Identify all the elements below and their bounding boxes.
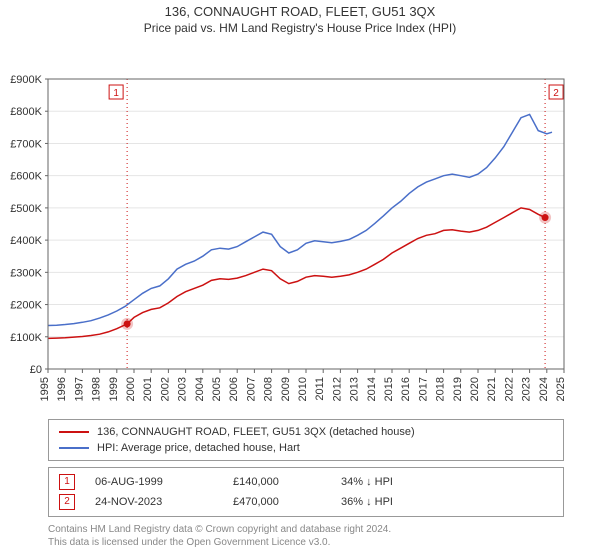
svg-text:2002: 2002 bbox=[159, 377, 171, 401]
svg-text:£900K: £900K bbox=[10, 74, 42, 86]
chart-area: £0 £100K £200K £300K £400K £500K £600K £700K £80… bbox=[0, 35, 600, 415]
svg-text:2003: 2003 bbox=[177, 377, 189, 401]
svg-text:1998: 1998 bbox=[91, 377, 103, 401]
svg-text:2001: 2001 bbox=[142, 377, 154, 401]
transaction-row: 2 24-NOV-2023 £470,000 36% ↓ HPI bbox=[59, 492, 553, 512]
svg-text:2012: 2012 bbox=[331, 377, 343, 401]
svg-text:2025: 2025 bbox=[555, 377, 567, 401]
svg-text:2011: 2011 bbox=[314, 377, 326, 401]
transaction-delta: 36% ↓ HPI bbox=[341, 496, 461, 508]
svg-text:2015: 2015 bbox=[383, 377, 395, 401]
legend-label: HPI: Average price, detached house, Hart bbox=[97, 442, 300, 454]
svg-text:2004: 2004 bbox=[194, 377, 206, 401]
svg-text:2007: 2007 bbox=[245, 377, 257, 401]
svg-text:2008: 2008 bbox=[263, 377, 275, 401]
svg-text:2020: 2020 bbox=[469, 377, 481, 401]
chart-container: 136, CONNAUGHT ROAD, FLEET, GU51 3QX Pri… bbox=[0, 0, 600, 560]
svg-text:2: 2 bbox=[553, 88, 559, 99]
svg-text:2009: 2009 bbox=[280, 377, 292, 401]
footer-line-2: This data is licensed under the Open Gov… bbox=[48, 536, 564, 549]
transaction-date: 06-AUG-1999 bbox=[95, 476, 225, 488]
legend-row: HPI: Average price, detached house, Hart bbox=[59, 440, 553, 456]
chart-title: 136, CONNAUGHT ROAD, FLEET, GU51 3QX bbox=[0, 4, 600, 19]
svg-text:2006: 2006 bbox=[228, 377, 240, 401]
svg-text:£100K: £100K bbox=[10, 332, 42, 344]
transaction-price: £140,000 bbox=[233, 476, 333, 488]
svg-text:2010: 2010 bbox=[297, 377, 309, 401]
svg-text:2017: 2017 bbox=[417, 377, 429, 401]
svg-text:2023: 2023 bbox=[521, 377, 533, 401]
svg-text:1995: 1995 bbox=[39, 377, 51, 401]
svg-text:1997: 1997 bbox=[73, 377, 85, 401]
svg-text:2016: 2016 bbox=[400, 377, 412, 401]
transactions-panel: 1 06-AUG-1999 £140,000 34% ↓ HPI 2 24-NOV-202… bbox=[48, 467, 564, 517]
svg-text:2024: 2024 bbox=[538, 377, 550, 401]
svg-text:2021: 2021 bbox=[486, 377, 498, 401]
svg-text:1: 1 bbox=[113, 88, 119, 99]
legend-label: 136, CONNAUGHT ROAD, FLEET, GU51 3QX (de… bbox=[97, 426, 415, 438]
svg-text:£200K: £200K bbox=[10, 300, 42, 312]
svg-text:£600K: £600K bbox=[10, 171, 42, 183]
chart-svg: £0 £100K £200K £300K £400K £500K £600K £700K £80… bbox=[0, 35, 600, 415]
svg-text:2005: 2005 bbox=[211, 377, 223, 401]
svg-text:2019: 2019 bbox=[452, 377, 464, 401]
chart-subtitle: Price paid vs. HM Land Registry's House … bbox=[0, 21, 600, 35]
legend-swatch bbox=[59, 447, 89, 449]
transaction-marker: 1 bbox=[59, 474, 75, 490]
transaction-delta: 34% ↓ HPI bbox=[341, 476, 461, 488]
legend-panel: 136, CONNAUGHT ROAD, FLEET, GU51 3QX (de… bbox=[48, 419, 564, 461]
svg-text:£400K: £400K bbox=[10, 235, 42, 247]
svg-text:2022: 2022 bbox=[503, 377, 515, 401]
footer-line-1: Contains HM Land Registry data © Crown c… bbox=[48, 523, 564, 536]
footer: Contains HM Land Registry data © Crown c… bbox=[48, 523, 564, 549]
svg-text:2000: 2000 bbox=[125, 377, 137, 401]
title-block: 136, CONNAUGHT ROAD, FLEET, GU51 3QX Pri… bbox=[0, 0, 600, 35]
svg-text:1996: 1996 bbox=[56, 377, 68, 401]
svg-text:£500K: £500K bbox=[10, 203, 42, 215]
legend-row: 136, CONNAUGHT ROAD, FLEET, GU51 3QX (de… bbox=[59, 424, 553, 440]
svg-text:£700K: £700K bbox=[10, 138, 42, 150]
svg-text:£300K: £300K bbox=[10, 267, 42, 279]
svg-text:2018: 2018 bbox=[435, 377, 447, 401]
svg-text:£800K: £800K bbox=[10, 106, 42, 118]
svg-text:1999: 1999 bbox=[108, 377, 120, 401]
svg-text:£0: £0 bbox=[30, 364, 42, 376]
legend-swatch bbox=[59, 431, 89, 433]
transaction-date: 24-NOV-2023 bbox=[95, 496, 225, 508]
svg-text:2013: 2013 bbox=[349, 377, 361, 401]
transaction-price: £470,000 bbox=[233, 496, 333, 508]
svg-text:2014: 2014 bbox=[366, 377, 378, 401]
transaction-row: 1 06-AUG-1999 £140,000 34% ↓ HPI bbox=[59, 472, 553, 492]
transaction-marker: 2 bbox=[59, 494, 75, 510]
